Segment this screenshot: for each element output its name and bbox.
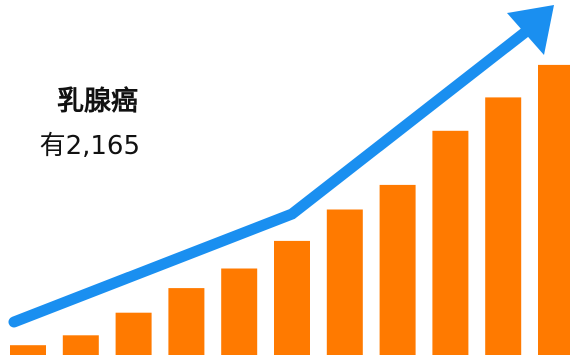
bar-7 bbox=[326, 209, 363, 355]
bar-8 bbox=[379, 184, 416, 355]
bar-9 bbox=[432, 130, 469, 355]
bars-group bbox=[10, 64, 570, 356]
bar-5 bbox=[221, 268, 258, 355]
trend-arrow-icon bbox=[8, 5, 554, 328]
chart-label: 乳腺癌 有2,165 bbox=[0, 86, 140, 164]
chart-subtitle: 有2,165 bbox=[39, 131, 140, 161]
bar-3 bbox=[115, 312, 152, 355]
bar-6 bbox=[274, 240, 310, 355]
bar-4 bbox=[168, 288, 205, 355]
arrow-head-icon bbox=[507, 5, 554, 55]
bar-1 bbox=[10, 345, 46, 355]
bar-10 bbox=[485, 97, 522, 356]
bar-2 bbox=[62, 335, 99, 355]
trend-line bbox=[8, 24, 534, 328]
bar-11 bbox=[538, 64, 570, 356]
chart-title: 乳腺癌 bbox=[57, 86, 138, 117]
